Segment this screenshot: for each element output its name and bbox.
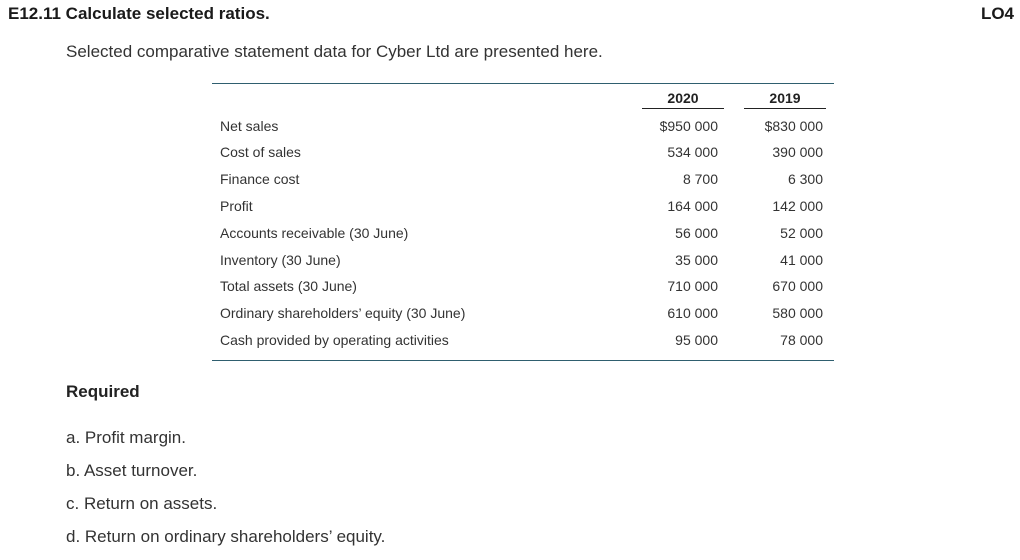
required-heading: Required (66, 382, 140, 401)
row-label: Cash provided by operating activities (220, 332, 449, 348)
comparative-data-table: 2020 2019 Net sales $950 000 $830 000 Co… (212, 83, 834, 361)
value-2019: 6 300 (787, 171, 823, 187)
required-list: a. Profit margin. b. Asset turnover. c. … (66, 428, 385, 560)
value-2020: 610 000 (667, 305, 718, 321)
value-2019: 142 000 (772, 198, 823, 214)
table-row: Inventory (30 June) 35 000 41 000 (212, 252, 834, 272)
value-2019: 41 000 (780, 252, 823, 268)
row-label: Total assets (30 June) (220, 278, 357, 294)
list-item: b. Asset turnover. (66, 461, 198, 480)
table-row: Accounts receivable (30 June) 56 000 52 … (212, 225, 834, 245)
column-header-2020: 2020 (642, 90, 724, 109)
value-2020: 164 000 (667, 198, 718, 214)
value-2019: 670 000 (772, 278, 823, 294)
row-label: Ordinary shareholders’ equity (30 June) (220, 305, 466, 321)
row-label: Net sales (220, 118, 279, 134)
table-row: Cash provided by operating activities 95… (212, 332, 834, 352)
value-2019: $830 000 (764, 118, 823, 134)
value-2020: 56 000 (675, 225, 718, 241)
value-2019: 580 000 (772, 305, 823, 321)
intro-text: Selected comparative statement data for … (66, 42, 603, 61)
value-2019: 78 000 (780, 332, 823, 348)
value-2020: 8 700 (682, 171, 718, 187)
value-2020: 95 000 (675, 332, 718, 348)
table-row: Finance cost 8 700 6 300 (212, 171, 834, 191)
list-item: c. Return on assets. (66, 494, 218, 513)
table-row: Total assets (30 June) 710 000 670 000 (212, 278, 834, 298)
row-label: Finance cost (220, 171, 300, 187)
value-2020: 534 000 (667, 144, 718, 160)
value-2020: $950 000 (659, 118, 718, 134)
value-2019: 52 000 (780, 225, 823, 241)
table-row: Cost of sales 534 000 390 000 (212, 144, 834, 164)
row-label: Profit (220, 198, 253, 214)
row-label: Cost of sales (220, 144, 301, 160)
value-2019: 390 000 (772, 144, 823, 160)
exercise-title: E12.11 Calculate selected ratios. (8, 4, 270, 23)
row-label: Accounts receivable (30 June) (220, 225, 409, 241)
table-row: Ordinary shareholders’ equity (30 June) … (212, 305, 834, 325)
list-item: a. Profit margin. (66, 428, 186, 447)
table-row: Net sales $950 000 $830 000 (212, 118, 834, 138)
value-2020: 35 000 (675, 252, 718, 268)
row-label: Inventory (30 June) (220, 252, 341, 268)
learning-objective-tag: LO4 (980, 4, 1014, 23)
value-2020: 710 000 (667, 278, 718, 294)
table-row: Profit 164 000 142 000 (212, 198, 834, 218)
column-header-2019: 2019 (744, 90, 826, 109)
list-item: d. Return on ordinary shareholders’ equi… (66, 527, 386, 546)
